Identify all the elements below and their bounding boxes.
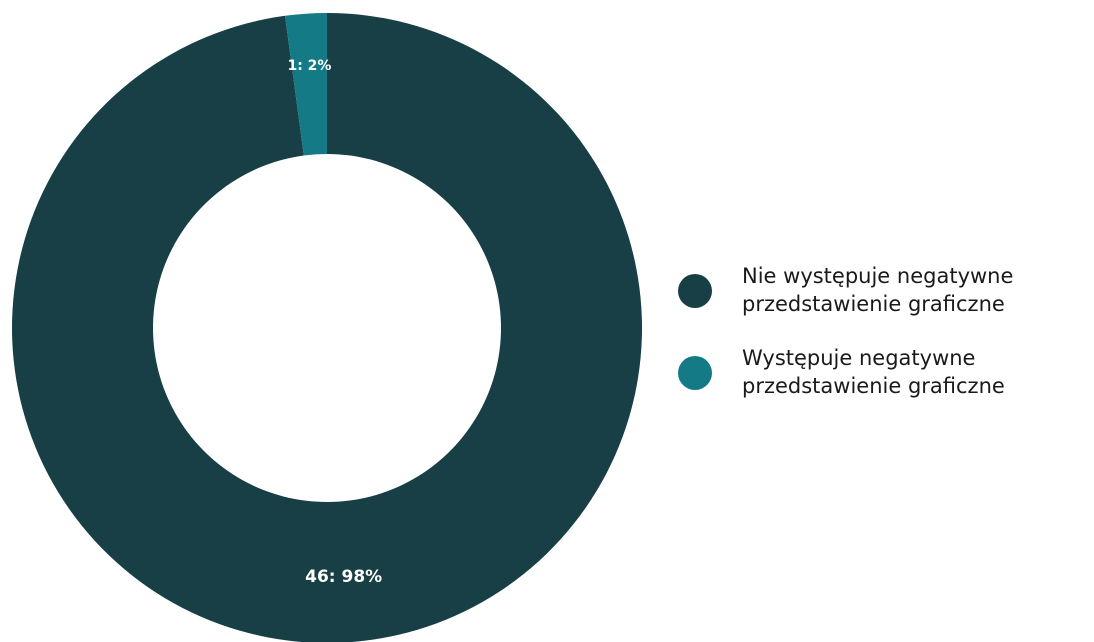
legend-label: Nie występuje negatywne przedstawienie g… bbox=[742, 264, 1014, 316]
data-label-slice-no-negative-graphic: 46: 98% bbox=[305, 567, 382, 587]
legend-label: Występuje negatywne przedstawienie grafi… bbox=[742, 346, 1005, 398]
legend-swatch bbox=[678, 356, 712, 390]
slice-negative-graphic bbox=[285, 13, 327, 156]
chart-legend: Nie występuje negatywne przedstawienie g… bbox=[678, 262, 1088, 426]
legend-item-negative-graphic: Występuje negatywne przedstawienie grafi… bbox=[678, 344, 1088, 400]
slice-no-negative-graphic bbox=[12, 13, 642, 642]
legend-swatch bbox=[678, 274, 712, 308]
data-label-slice-negative-graphic: 1: 2% bbox=[287, 58, 331, 74]
legend-item-no-negative-graphic: Nie występuje negatywne przedstawienie g… bbox=[678, 262, 1088, 318]
